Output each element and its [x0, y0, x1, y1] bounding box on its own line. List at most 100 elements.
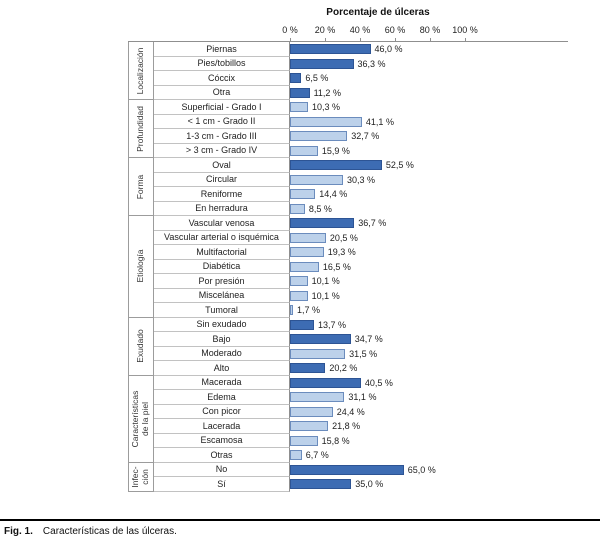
- chart-group: Profundidad Superficial - Grado I 10,3 %…: [128, 100, 568, 158]
- axis-tick-mark: [325, 38, 326, 42]
- value-label: 52,5 %: [385, 160, 414, 171]
- value-label: 20,2 %: [329, 363, 358, 374]
- group-rows: Superficial - Grado I 10,3 % < 1 cm - Gr…: [154, 100, 568, 158]
- group-label-cell: Exudado: [128, 317, 154, 376]
- category-label: Circular: [154, 172, 290, 187]
- bar-zone: 21,8 %: [290, 419, 568, 434]
- chart-row: Con picor 24,4 %: [154, 404, 568, 420]
- figure-caption: Fig. 1. Características de las úlceras.: [0, 519, 600, 537]
- value-label: 20,5 %: [329, 232, 358, 243]
- group-rows: Oval 52,5 % Circular 30,3 % Reniforme 14…: [154, 158, 568, 216]
- bar-zone: 24,4 %: [290, 405, 568, 420]
- axis-tick-label: 0 %: [282, 25, 298, 35]
- bar: [290, 218, 355, 229]
- value-label: 46,0 %: [374, 44, 403, 55]
- bar-zone: 52,5 %: [290, 158, 568, 173]
- chart-row: Diabética 16,5 %: [154, 259, 568, 275]
- category-label: Sí: [154, 477, 290, 492]
- value-label: 6,5 %: [305, 73, 329, 84]
- bar: [290, 87, 310, 98]
- group-rows: Macerada 40,5 % Edema 31,1 % Con picor 2…: [154, 375, 568, 463]
- bar-zone: 6,7 %: [290, 448, 568, 463]
- bar: [290, 116, 362, 127]
- group-label-cell: Localización: [128, 42, 154, 100]
- chart-row: 1-3 cm - Grado III 32,7 %: [154, 129, 568, 144]
- bar-chart: Localización Piernas 46,0 % Pies/tobillo…: [128, 38, 568, 492]
- chart-group: Etiología Vascular venosa 36,7 % Vascula…: [128, 216, 568, 318]
- chart-row: Vascular arterial o isquémica 20,5 %: [154, 230, 568, 246]
- chart-row: Multifactorial 19,3 %: [154, 245, 568, 260]
- category-label: Por presión: [154, 274, 290, 289]
- value-label: 41,1 %: [365, 116, 394, 127]
- bar-zone: 32,7 %: [290, 129, 568, 144]
- category-label: Piernas: [154, 42, 290, 57]
- bar: [290, 247, 324, 258]
- group-label-cell: Etiología: [128, 216, 154, 318]
- bar-zone: 1,7 %: [290, 303, 568, 318]
- bar: [290, 377, 361, 388]
- chart-row: No 65,0 %: [154, 462, 568, 478]
- chart-row: Circular 30,3 %: [154, 172, 568, 188]
- chart-row: Oval 52,5 %: [154, 158, 568, 173]
- bar-zone: 15,9 %: [290, 144, 568, 159]
- bar-zone: 31,1 %: [290, 390, 568, 405]
- bar-zone: 13,7 %: [290, 318, 568, 333]
- category-label: Macerada: [154, 375, 290, 390]
- chart-row: Moderado 31,5 %: [154, 346, 568, 361]
- bar-zone: 65,0 %: [290, 463, 568, 478]
- bar: [290, 421, 329, 432]
- chart-row: Reniforme 14,4 %: [154, 187, 568, 202]
- value-label: 36,3 %: [357, 58, 386, 69]
- bar: [290, 58, 354, 69]
- axis-tick-label: 80 %: [419, 25, 441, 35]
- category-label: Reniforme: [154, 187, 290, 202]
- value-label: 16,5 %: [322, 261, 351, 272]
- bar: [290, 145, 318, 156]
- bar: [290, 44, 371, 55]
- category-label: Sin exudado: [154, 317, 290, 332]
- chart-row: Edema 31,1 %: [154, 390, 568, 405]
- value-label: 8,5 %: [308, 203, 332, 214]
- value-label: 34,7 %: [354, 334, 383, 345]
- category-label: Cóccix: [154, 71, 290, 86]
- category-label: Bajo: [154, 332, 290, 347]
- bar-zone: 20,5 %: [290, 231, 568, 246]
- bar-zone: 16,5 %: [290, 260, 568, 275]
- bar: [290, 479, 352, 490]
- chart-row: Otras 6,7 %: [154, 448, 568, 463]
- value-label: 30,3 %: [347, 174, 376, 185]
- chart-row: Lacerada 21,8 %: [154, 419, 568, 434]
- category-label: < 1 cm - Grado II: [154, 114, 290, 129]
- axis-tick-mark: [290, 38, 291, 42]
- value-label: 10,3 %: [312, 102, 341, 113]
- bar: [290, 290, 308, 301]
- chart-group: Características de la piel Macerada 40,5…: [128, 375, 568, 463]
- bar: [290, 305, 293, 316]
- bar: [290, 189, 316, 200]
- value-label: 10,1 %: [311, 276, 340, 287]
- group-rows: Sin exudado 13,7 % Bajo 34,7 % Moderado …: [154, 317, 568, 376]
- category-label: Vascular venosa: [154, 216, 290, 231]
- bar-zone: 30,3 %: [290, 173, 568, 188]
- bar-zone: 11,2 %: [290, 86, 568, 101]
- group-label-cell: Características de la piel: [128, 375, 154, 463]
- bar-zone: 41,1 %: [290, 115, 568, 130]
- value-label: 35,0 %: [355, 479, 384, 490]
- chart-group: Forma Oval 52,5 % Circular 30,3 % Renifo…: [128, 158, 568, 216]
- figure-caption-text: Características de las úlceras.: [42, 526, 177, 537]
- axis-tick-mark: [395, 38, 396, 42]
- bar: [290, 276, 308, 287]
- axis-tick-mark: [465, 38, 466, 42]
- chart-group: Infec- ción No 65,0 % Sí 35,0 %: [128, 462, 568, 492]
- chart-row: Cóccix 6,5 %: [154, 71, 568, 86]
- value-label: 19,3 %: [327, 247, 356, 258]
- bar-zone: 10,3 %: [290, 100, 568, 115]
- category-label: No: [154, 462, 290, 477]
- bar: [290, 102, 309, 113]
- category-label: Vascular arterial o isquémica: [154, 230, 290, 245]
- category-label: Otras: [154, 448, 290, 463]
- chart-row: > 3 cm - Grado IV 15,9 %: [154, 143, 568, 159]
- bar-zone: 14,4 %: [290, 187, 568, 202]
- axis-tick-label: 40 %: [349, 25, 371, 35]
